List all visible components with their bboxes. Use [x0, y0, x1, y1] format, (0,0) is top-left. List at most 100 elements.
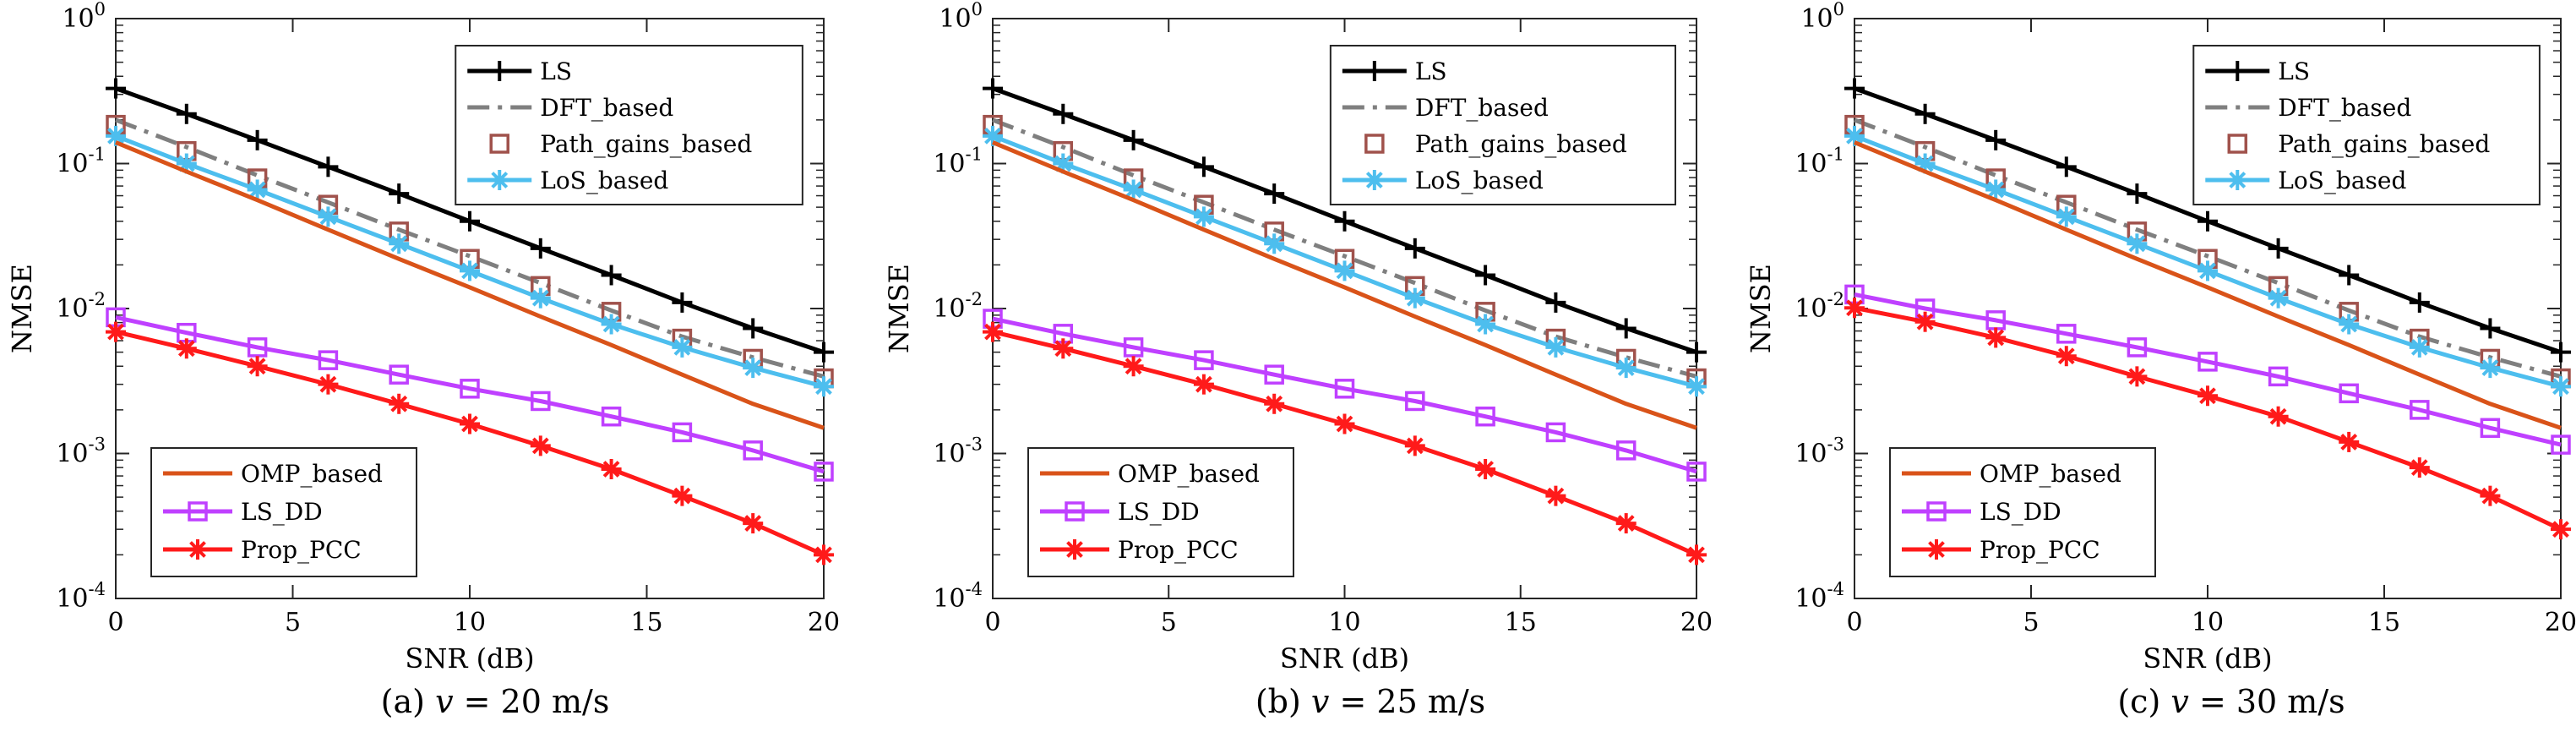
series-ls-dd-a [106, 307, 834, 482]
data-point-prop-pcc [389, 393, 410, 414]
data-point-prop-pcc [1615, 513, 1637, 534]
series-prop-pcc-a [106, 321, 834, 565]
data-point-ls-dd [672, 422, 693, 443]
data-point-ls-dd [1545, 422, 1566, 443]
data-point-ls [1844, 78, 1865, 99]
legend-marker [2227, 170, 2248, 190]
data-point-ls [2197, 210, 2218, 232]
data-point-los-based [814, 376, 834, 397]
legend-box [150, 447, 417, 577]
caption-b-eq: = 25 m/s [1339, 683, 1486, 720]
legend-top-b: LS DFT_based Path_gains_based LoS_based [1329, 45, 1677, 205]
x-tick-label-3: 15 [2368, 608, 2400, 637]
data-point-ls-dd [389, 364, 409, 385]
data-point-ls [1404, 238, 1425, 259]
legend-label: OMP_based [241, 460, 383, 488]
legend-sample-0 [467, 61, 532, 81]
legend-label: LS [2278, 57, 2310, 85]
legend-marker [188, 539, 208, 560]
data-point-prop-pcc [460, 413, 480, 434]
data-point-los-based [1193, 206, 1214, 227]
data-point-prop-pcc [2056, 346, 2077, 367]
data-point-ls-dd [531, 391, 551, 412]
legend-top-c: LS DFT_based Path_gains_based LoS_based [2192, 45, 2541, 205]
x-tick-label-4: 20 [1680, 608, 1713, 637]
data-point-los-based [672, 336, 693, 358]
legend-sample-3 [2205, 170, 2270, 190]
y-tick-label-0: 10-4 [1794, 579, 1844, 614]
legend-label: LS_DD [1980, 498, 2061, 526]
data-point-los-based [318, 206, 339, 227]
data-point-ls-dd [2197, 352, 2218, 372]
series-line-ls-dd [1854, 292, 2562, 447]
legend-top-a: LS DFT_based Path_gains_based LoS_based [455, 45, 803, 205]
data-point-ls [176, 103, 197, 124]
data-point-los-based [247, 179, 268, 200]
data-point-los-based [1334, 260, 1355, 281]
series-omp-based-c [1854, 140, 2562, 430]
y-tick-label-3: 10-1 [1794, 145, 1844, 179]
x-axis-label-c: SNR (dB) [2143, 642, 2272, 675]
data-point-los-based [1123, 179, 1144, 200]
data-point-ls [2056, 156, 2077, 178]
data-point-prop-pcc [1123, 356, 1144, 377]
data-point-ls [2409, 292, 2430, 313]
series-line-dft-based [115, 117, 825, 379]
data-point-prop-pcc [2409, 457, 2430, 478]
data-point-prop-pcc [1545, 485, 1566, 506]
series-dft-based-b [992, 117, 1697, 379]
data-point-prop-pcc [1914, 311, 1936, 332]
data-point-prop-pcc [601, 459, 622, 480]
legend-label: Prop_PCC [1118, 536, 1239, 564]
caption-a: (a) v = 20 m/s [174, 683, 816, 720]
legend-sample-3 [467, 170, 532, 190]
data-point-ls-dd [1264, 364, 1284, 385]
data-point-ls [1985, 129, 2007, 150]
y-axis-label-c: NMSE [1745, 264, 1777, 353]
legend-label: Prop_PCC [1980, 536, 2100, 564]
data-point-prop-pcc [2480, 485, 2501, 506]
data-point-ls-dd [1686, 462, 1707, 482]
legend-marker [2227, 61, 2248, 81]
data-point-ls [530, 238, 551, 259]
legend-label: Prop_PCC [241, 536, 362, 564]
legend-marker [1926, 539, 1947, 560]
data-point-los-based [2480, 358, 2501, 379]
y-tick-label-2: 10-2 [56, 289, 106, 324]
data-point-ls [1615, 318, 1637, 339]
data-point-ls [1545, 292, 1566, 313]
legend-sample-0 [2205, 61, 2270, 81]
x-tick-label-0: 0 [107, 608, 123, 637]
x-tick-label-2: 10 [1328, 608, 1360, 637]
y-tick-label-4: 100 [62, 0, 106, 34]
data-point-ls [601, 265, 622, 286]
series-dft-based-c [1854, 117, 2562, 379]
data-point-prop-pcc [1985, 327, 2007, 348]
legend-label: OMP_based [1118, 460, 1260, 488]
legend-sample-6 [163, 539, 232, 560]
series-omp-based-b [992, 140, 1697, 430]
caption-c-var: v [2170, 683, 2189, 720]
data-point-los-based [2339, 314, 2360, 335]
series-line-omp-based [1854, 140, 2562, 430]
data-point-ls-dd [1405, 391, 1425, 412]
caption-c-label: (c) [2117, 683, 2161, 720]
data-point-prop-pcc [1404, 435, 1425, 456]
legend-sample-2 [1364, 134, 1385, 154]
data-point-ls-dd [2127, 337, 2148, 358]
data-point-los-based [1686, 376, 1707, 397]
data-point-los-based [743, 358, 764, 379]
x-axis-label-a: SNR (dB) [405, 642, 534, 675]
legend-label: DFT_based [1415, 94, 1549, 122]
data-point-prop-pcc [176, 338, 197, 359]
data-point-ls-dd [743, 440, 763, 461]
data-point-prop-pcc [2127, 366, 2148, 387]
series-line-dft-based [992, 117, 1697, 379]
data-point-prop-pcc [318, 374, 339, 395]
series-line-ls-dd [992, 316, 1697, 474]
legend-label: Path_gains_based [2278, 130, 2490, 158]
data-point-ls-dd [2480, 418, 2501, 439]
data-point-ls [460, 210, 480, 232]
data-point-prop-pcc [1264, 393, 1285, 414]
